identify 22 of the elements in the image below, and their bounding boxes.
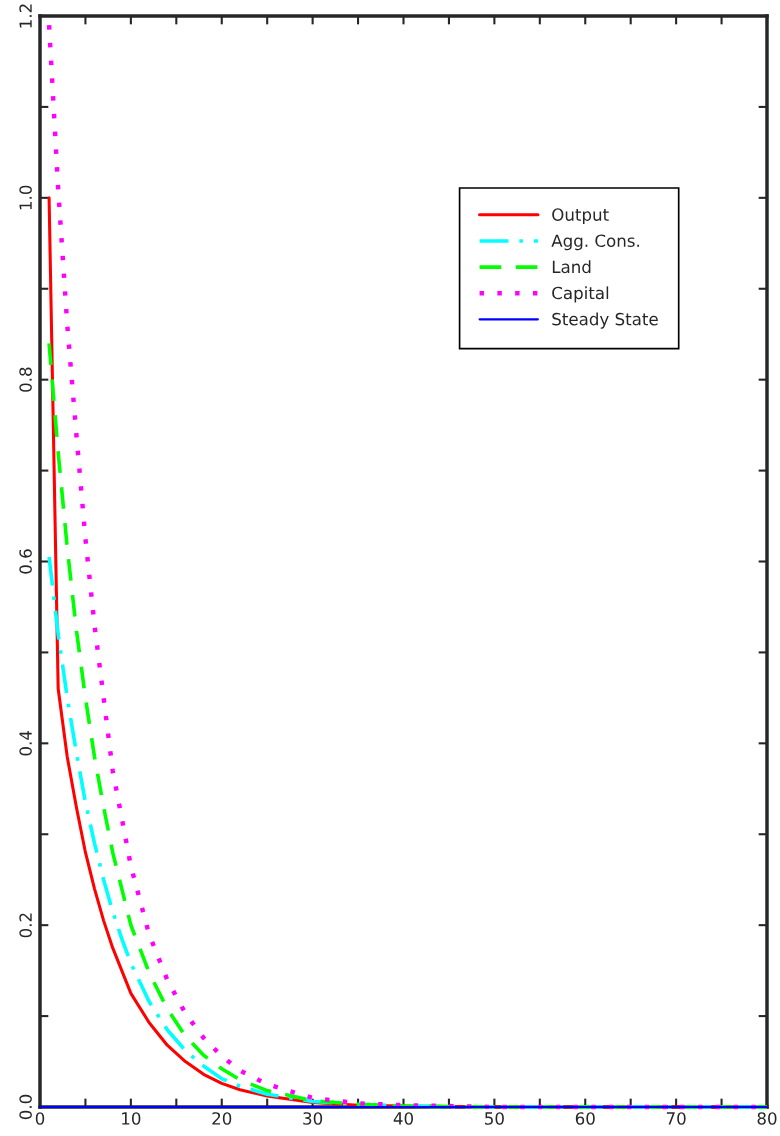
legend-label: Agg. Cons. bbox=[551, 234, 639, 251]
x-tick-label: 20 bbox=[212, 1112, 232, 1125]
line-series bbox=[47, 341, 769, 1109]
x-tick-label: 80 bbox=[757, 1112, 777, 1125]
legend-label: Steady State bbox=[552, 312, 658, 329]
x-tick-label: 60 bbox=[575, 1112, 595, 1125]
x-tick-label: 30 bbox=[303, 1112, 323, 1125]
x-tick-label: 50 bbox=[485, 1112, 504, 1125]
y-tick-label: 0.2 bbox=[19, 913, 32, 938]
y-tick-label: 0.0 bbox=[19, 1094, 32, 1120]
legend-label: Output bbox=[552, 208, 609, 225]
x-tick-label: 10 bbox=[122, 1112, 141, 1125]
y-tick-label: 0.8 bbox=[19, 367, 32, 392]
legend-label: Capital bbox=[552, 286, 609, 303]
y-tick-label: 0.4 bbox=[19, 731, 32, 756]
x-tick-label: 70 bbox=[666, 1112, 686, 1125]
x-tick-label: 0 bbox=[35, 1112, 45, 1125]
legend-label: Land bbox=[552, 260, 591, 274]
y-tick-label: 0.6 bbox=[19, 549, 32, 574]
y-tick-label: 1.0 bbox=[19, 185, 32, 210]
y-tick-label: 1.2 bbox=[19, 4, 32, 28]
x-tick-label: 40 bbox=[393, 1112, 413, 1125]
